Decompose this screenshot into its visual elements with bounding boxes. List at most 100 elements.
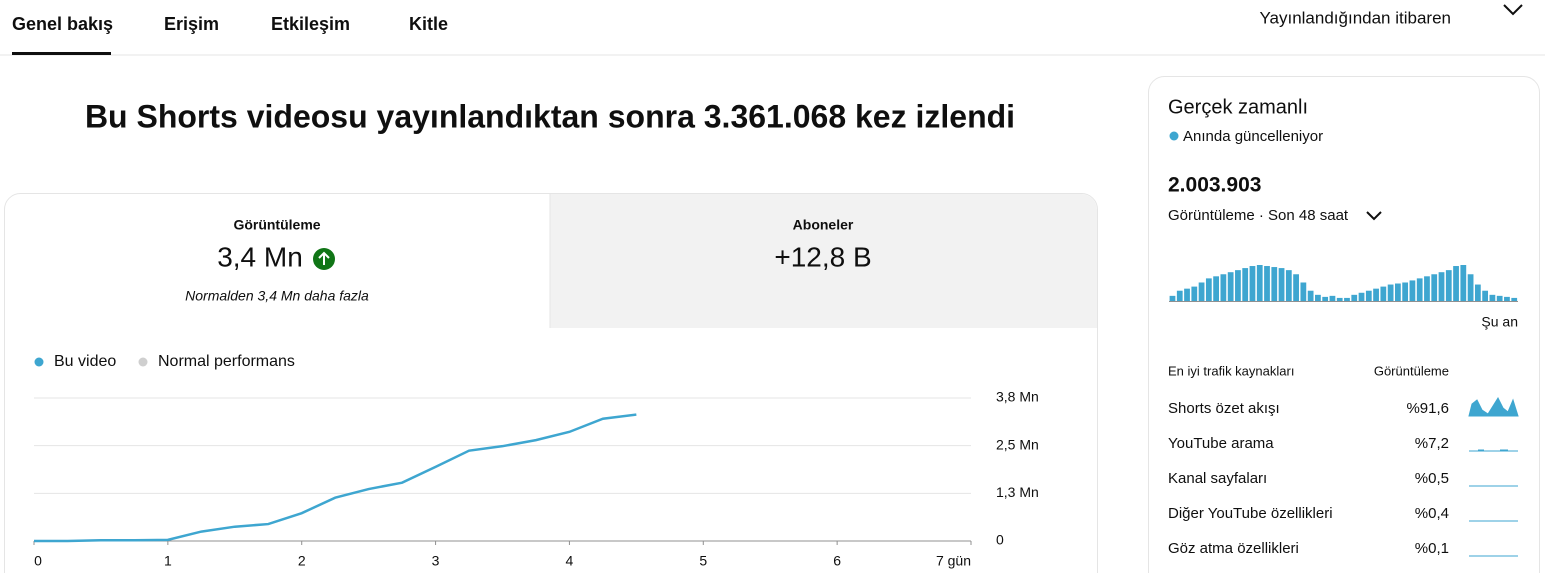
hour-bar xyxy=(1482,290,1489,301)
hour-bar xyxy=(1387,284,1394,301)
traffic-share: %0,4 xyxy=(1415,505,1449,522)
tab[interactable]: Etkileşim xyxy=(271,14,350,34)
legend-dot[interactable] xyxy=(34,357,44,367)
hour-bar xyxy=(1445,270,1452,301)
legend-label[interactable]: Normal performans xyxy=(158,353,295,370)
hour-bar xyxy=(1489,294,1496,301)
traffic-share: %0,1 xyxy=(1415,540,1449,557)
x-tick-label: 0 xyxy=(34,553,42,569)
period-select[interactable]: Yayınlandığından itibaren xyxy=(1259,8,1451,27)
hour-bar xyxy=(1409,280,1416,301)
up-arrow xyxy=(318,251,330,265)
hour-bar xyxy=(1322,296,1329,301)
active-tab-indicator xyxy=(12,52,111,55)
traffic-source[interactable]: Diğer YouTube özellikleri xyxy=(1168,505,1333,522)
hour-bar xyxy=(1460,265,1467,301)
x-tick-label: 6 xyxy=(833,553,841,569)
metric-label[interactable]: Aboneler xyxy=(793,217,854,233)
hour-bar xyxy=(1242,268,1249,301)
traffic-header: Görüntüleme xyxy=(1374,363,1449,378)
legend-dot[interactable] xyxy=(138,357,148,367)
x-tick-label: 4 xyxy=(566,553,574,569)
tab[interactable]: Kitle xyxy=(409,14,448,34)
hour-bar xyxy=(1285,270,1292,301)
y-tick-label: 1,3 Mn xyxy=(996,484,1039,500)
tab[interactable]: Genel bakış xyxy=(12,14,113,34)
hour-bar xyxy=(1431,274,1438,301)
hour-bar xyxy=(1205,278,1212,301)
metric-note: Normalden 3,4 Mn daha fazla xyxy=(185,288,369,304)
y-tick-label: 2,5 Mn xyxy=(996,436,1039,452)
hour-bar xyxy=(1191,286,1198,301)
x-tick-label: 5 xyxy=(699,553,707,569)
hour-bar xyxy=(1315,294,1321,301)
hour-bar xyxy=(1424,276,1430,301)
hour-bar xyxy=(1249,266,1256,301)
hour-bar xyxy=(1402,282,1409,301)
x-tick-label: 2 xyxy=(298,553,306,569)
metric-tab-inactive[interactable] xyxy=(550,194,1097,328)
hour-bar xyxy=(1351,294,1358,301)
y-tick-label: 0 xyxy=(996,532,1004,548)
traffic-share: %7,2 xyxy=(1415,435,1449,452)
hour-bar xyxy=(1176,290,1183,301)
traffic-source[interactable]: YouTube arama xyxy=(1168,435,1274,452)
metric-label[interactable]: Görüntüleme xyxy=(233,217,320,233)
traffic-share: %91,6 xyxy=(1406,400,1449,417)
hour-bar xyxy=(1504,296,1510,301)
hour-bar xyxy=(1293,274,1299,301)
hour-bar xyxy=(1467,274,1474,301)
tab[interactable]: Erişim xyxy=(164,14,219,34)
live-dot xyxy=(1169,131,1179,141)
realtime-subtitle[interactable]: Görüntüleme · Son 48 saat xyxy=(1168,207,1349,224)
sparklines xyxy=(1468,396,1519,557)
hour-bar xyxy=(1300,282,1307,301)
hour-bar xyxy=(1344,297,1350,301)
hour-bar xyxy=(1496,295,1503,301)
realtime-total: 2.003.903 xyxy=(1168,174,1261,197)
metric-value[interactable]: 3,4 Mn xyxy=(217,241,303,272)
hour-bar xyxy=(1365,290,1372,301)
realtime-status: Anında güncelleniyor xyxy=(1183,128,1323,145)
traffic-source[interactable]: Kanal sayfaları xyxy=(1168,470,1267,487)
hour-bar xyxy=(1438,272,1445,301)
hour-bar xyxy=(1336,297,1343,301)
traffic-source[interactable]: Göz atma özellikleri xyxy=(1168,540,1299,557)
hour-bar xyxy=(1394,283,1401,301)
hour-bar xyxy=(1198,282,1205,301)
dropdown-chevron[interactable] xyxy=(1503,4,1523,16)
data-line xyxy=(34,413,637,543)
metric-value[interactable]: +12,8 B xyxy=(774,241,871,272)
hour-bar xyxy=(1358,292,1365,301)
traffic-source[interactable]: Shorts özet akışı xyxy=(1168,400,1280,417)
legend-label[interactable]: Bu video xyxy=(54,353,116,370)
y-tick-label: 3,8 Mn xyxy=(996,389,1039,405)
hour-bar xyxy=(1227,272,1234,301)
headline: Bu Shorts videosu yayınlandıktan sonra 3… xyxy=(85,98,1015,134)
hour-bar xyxy=(1220,274,1227,301)
hour-bar xyxy=(1380,286,1387,301)
hour-bar xyxy=(1264,266,1270,301)
hour-bar xyxy=(1511,297,1518,301)
hour-bar xyxy=(1373,288,1379,301)
realtime-card xyxy=(1148,76,1540,573)
hour-bar xyxy=(1416,278,1423,301)
traffic-header: En iyi trafik kaynakları xyxy=(1168,363,1294,378)
realtime-title: Gerçek zamanlı xyxy=(1168,96,1308,118)
hour-bar xyxy=(1271,267,1278,301)
x-tick-label: 1 xyxy=(164,553,172,569)
x-tick-label: 3 xyxy=(432,553,440,569)
x-tick-label: 7 gün xyxy=(936,553,971,569)
hour-bar xyxy=(1307,290,1314,301)
hour-bar xyxy=(1235,270,1241,301)
hour-bar xyxy=(1453,266,1459,301)
hour-bar xyxy=(1329,295,1336,301)
hour-bar xyxy=(1256,265,1263,301)
now-label: Şu an xyxy=(1481,314,1518,330)
hour-bar xyxy=(1169,295,1176,301)
period-chevron[interactable] xyxy=(1366,211,1382,221)
hour-bar xyxy=(1184,288,1190,301)
hour-bar xyxy=(1278,268,1285,301)
